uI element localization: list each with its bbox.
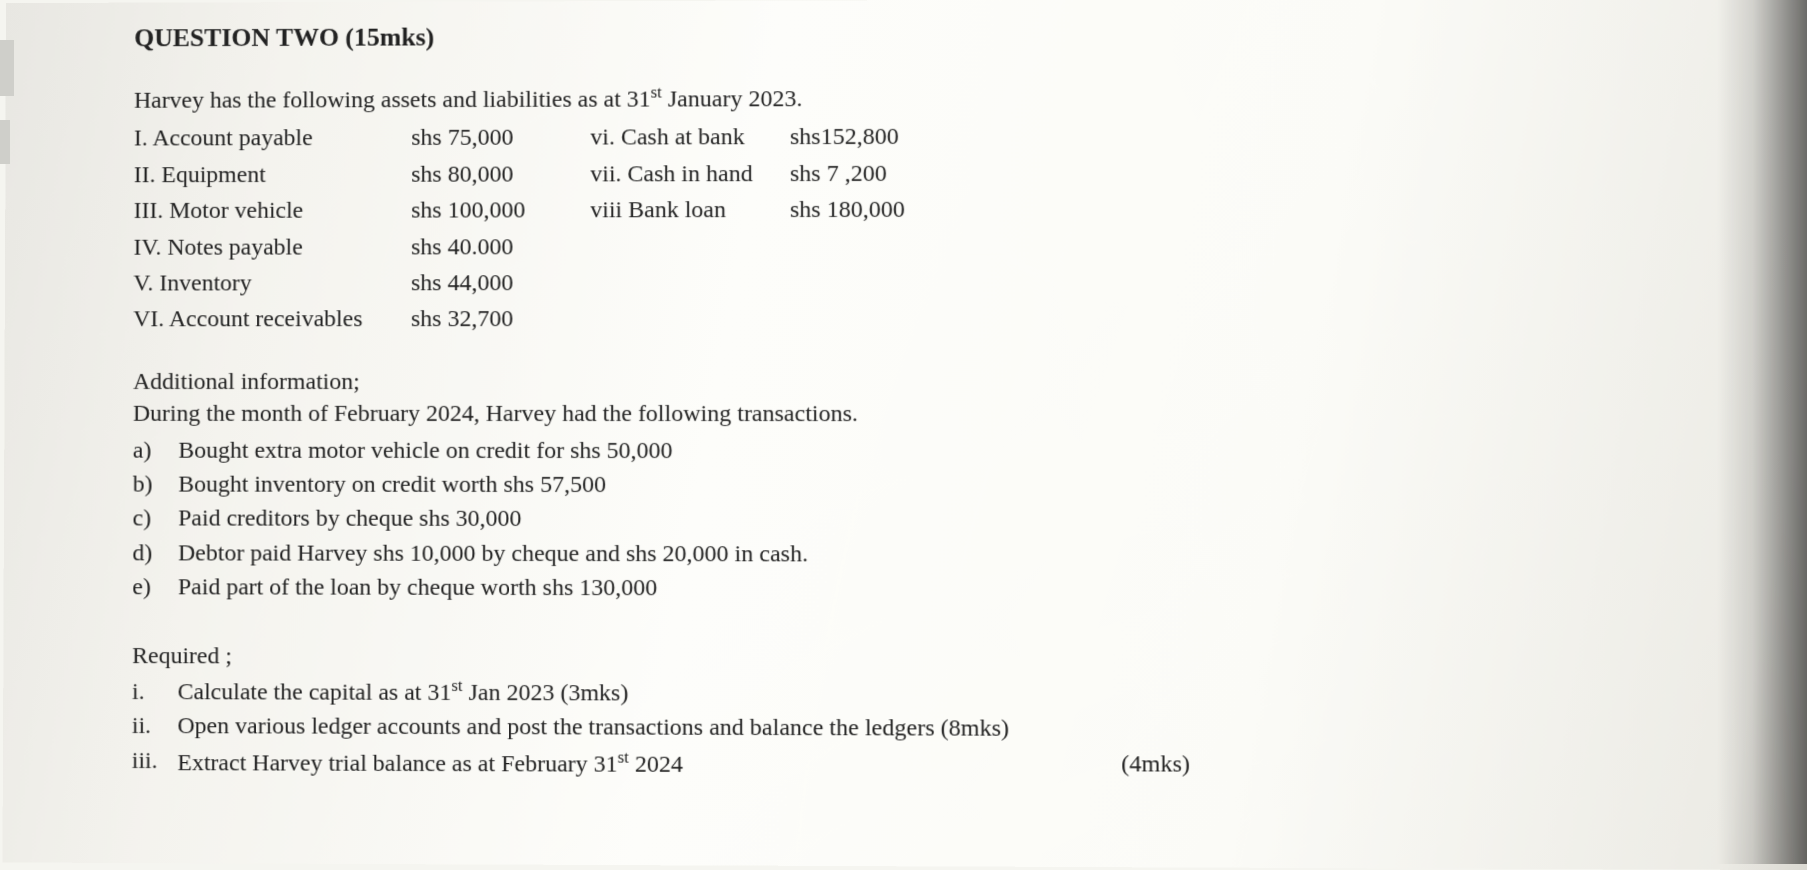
item-label: III. Motor vehicle	[134, 195, 412, 228]
list-item: i.Calculate the capital as at 31st Jan 2…	[132, 674, 1807, 713]
item-label: viii Bank loan	[590, 194, 790, 227]
req-marks: (4mks)	[1121, 748, 1190, 783]
list-item: d)Debtor paid Harvey shs 10,000 by chequ…	[132, 537, 1807, 572]
item-value: shs 32,700	[411, 304, 590, 336]
list-marker: iii.	[132, 745, 178, 780]
ordinal-super: st	[618, 747, 629, 766]
item-label	[590, 231, 790, 264]
list-item: e)Paid part of the loan by cheque worth …	[132, 571, 1807, 607]
required-heading: Required ;	[132, 640, 1807, 677]
list-text: Debtor paid Harvey shs 10,000 by cheque …	[178, 540, 808, 567]
list-item: a)Bought extra motor vehicle on credit f…	[133, 434, 1807, 468]
required-list: i.Calculate the capital as at 31st Jan 2…	[132, 674, 1807, 785]
item-value: shs 75,000	[411, 122, 590, 155]
intro-sentence: Harvey has the following assets and liab…	[134, 79, 1807, 117]
list-item: iii. Extract Harvey trial balance as at …	[132, 745, 1807, 785]
item-label: I. Account payable	[134, 122, 411, 155]
req-text-post: 2024	[629, 751, 683, 777]
photo-shadow-right	[1717, 0, 1807, 864]
page-edge-artifact	[0, 40, 14, 96]
list-marker: b)	[133, 469, 179, 501]
item-value: shs 100,000	[411, 195, 590, 228]
ordinal-super: st	[451, 676, 462, 695]
list-item: c)Paid creditors by cheque shs 30,000	[133, 503, 1807, 538]
list-marker: c)	[133, 503, 179, 535]
req-text-post: Jan 2023 (3mks)	[463, 680, 629, 707]
req-text: Extract Harvey trial balance as at Febru…	[177, 750, 617, 778]
list-marker: i.	[132, 676, 178, 708]
item-label: VI. Account receivables	[133, 304, 411, 336]
item-value	[790, 230, 950, 263]
intro-tail: January 2023.	[662, 86, 802, 112]
item-value: shs 44,000	[411, 267, 590, 299]
document-page: QUESTION TWO (15mks) Harvey has the foll…	[3, 0, 1807, 870]
req-text: Open various ledger accounts and post th…	[177, 714, 1009, 743]
item-value: shs 40.000	[411, 231, 590, 263]
item-value: shs152,800	[790, 121, 950, 154]
additional-info-heading: Additional information;	[133, 366, 1807, 399]
item-label: V. Inventory	[133, 267, 411, 299]
question-heading: QUESTION TWO (15mks)	[134, 15, 1807, 55]
list-text: Paid part of the loan by cheque worth sh…	[178, 575, 657, 602]
item-label	[590, 267, 790, 300]
req-text: Calculate the capital as at 31	[178, 679, 452, 706]
assets-liabilities-grid: I. Account payable shs 75,000 vi. Cash a…	[133, 119, 1807, 336]
list-marker: a)	[133, 434, 179, 466]
item-value: shs 7 ,200	[790, 158, 950, 191]
intro-ordinal-super: st	[651, 83, 662, 102]
list-item: ii.Open various ledger accounts and post…	[132, 710, 1807, 748]
list-text: Paid creditors by cheque shs 30,000	[178, 506, 521, 532]
item-label: vii. Cash in hand	[590, 158, 790, 191]
list-marker: ii.	[132, 710, 178, 743]
item-label: II. Equipment	[134, 159, 412, 192]
list-text: Bought extra motor vehicle on credit for…	[178, 437, 672, 463]
list-marker: e)	[132, 571, 178, 603]
list-item: b)Bought inventory on credit worth shs 5…	[133, 469, 1807, 503]
intro-text: Harvey has the following assets and liab…	[134, 87, 651, 114]
page-edge-artifact	[0, 120, 10, 164]
transaction-list: a)Bought extra motor vehicle on credit f…	[132, 434, 1807, 607]
item-value	[790, 303, 950, 336]
item-value: shs 180,000	[790, 194, 950, 227]
additional-info-line: During the month of February 2024, Harve…	[133, 398, 1807, 431]
item-label: vi. Cash at bank	[590, 122, 790, 155]
item-label	[590, 303, 790, 335]
item-value: shs 80,000	[411, 158, 590, 191]
list-text: Bought inventory on credit worth shs 57,…	[178, 472, 606, 498]
item-value	[790, 267, 950, 300]
item-label: IV. Notes payable	[133, 231, 411, 264]
list-marker: d)	[132, 537, 178, 569]
